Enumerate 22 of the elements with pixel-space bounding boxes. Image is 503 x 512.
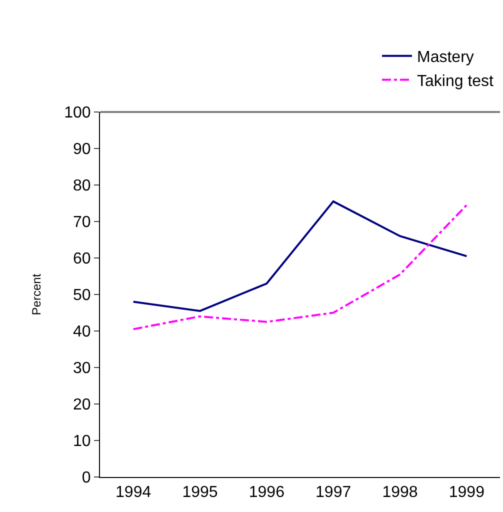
y-tick-label: 50 <box>73 287 91 304</box>
y-tick-label: 30 <box>73 360 91 378</box>
x-tick-label: 1998 <box>382 484 418 502</box>
y-tick-label: 80 <box>73 178 91 195</box>
y-tick-label: 10 <box>73 433 91 450</box>
y-tick-label: 60 <box>73 250 91 268</box>
y-tick-label: 0 <box>82 470 91 487</box>
legend-label: Taking test <box>417 72 494 90</box>
y-axis-title: Percent <box>29 273 44 316</box>
line-series <box>132 200 468 312</box>
line-series <box>132 204 468 330</box>
legend-label: Mastery <box>417 49 474 66</box>
x-tick-label: 1994 <box>116 484 152 502</box>
y-tick-label: 20 <box>73 396 91 414</box>
y-tick-label: 90 <box>73 141 91 158</box>
x-tick-label: 1996 <box>248 484 285 502</box>
y-tick-label: 40 <box>73 324 91 341</box>
x-tick-label: 1999 <box>448 484 485 502</box>
x-tick-label: 1995 <box>182 484 218 502</box>
y-tick-label: 70 <box>73 214 91 232</box>
x-tick-label: 1997 <box>316 484 352 502</box>
y-tick-label: 100 <box>64 104 91 122</box>
